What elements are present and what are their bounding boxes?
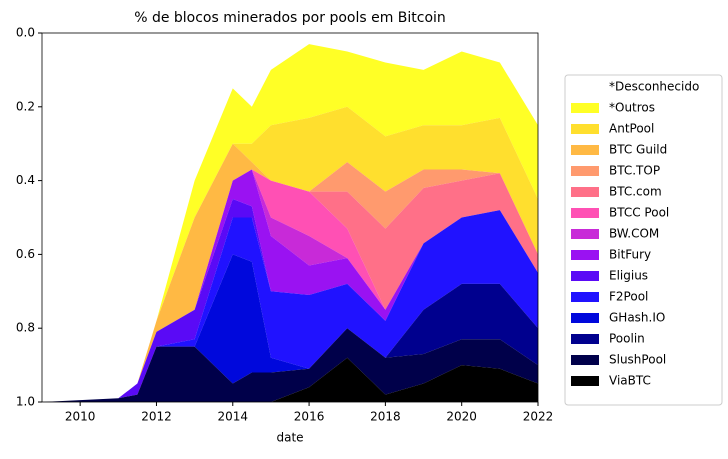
legend-label: BTC Guild (609, 143, 667, 157)
legend-label: BTCC Pool (609, 206, 669, 220)
legend-swatch (571, 334, 599, 344)
legend-label: GHash.IO (609, 311, 665, 325)
legend-swatch (571, 229, 599, 239)
legend-swatch (571, 187, 599, 197)
y-tick-label: 1.0 (16, 395, 35, 409)
area (42, 357, 538, 402)
y-tick-label: 0.4 (16, 173, 35, 187)
area (42, 33, 538, 402)
legend-label: SlushPool (609, 353, 666, 367)
area (42, 106, 538, 403)
x-axis-label: date (276, 431, 303, 445)
legend-label: Poolin (609, 332, 645, 346)
legend-box (564, 74, 723, 406)
legend-swatch (571, 208, 599, 218)
legend-swatch (571, 124, 599, 134)
area (42, 328, 538, 402)
y-tick-label: 0.0 (16, 26, 35, 40)
x-tick-label: 2016 (294, 410, 325, 424)
legend-swatch (571, 250, 599, 260)
area (42, 169, 538, 402)
area (42, 44, 538, 402)
legend-label: F2Pool (609, 290, 648, 304)
area (42, 169, 538, 402)
legend-label: Eligius (609, 269, 648, 283)
legend-label: BTC.TOP (609, 164, 660, 178)
legend-label: BW.COM (609, 227, 659, 241)
x-tick-label: 2018 (370, 410, 401, 424)
legend-label: BitFury (609, 248, 651, 262)
x-tick-label: 2022 (523, 410, 554, 424)
legend-label: ViaBTC (609, 374, 651, 388)
legend-swatch (571, 271, 599, 281)
x-tick-label: 2020 (446, 410, 477, 424)
legend-swatch (571, 313, 599, 323)
legend-swatch (571, 166, 599, 176)
legend-label: *Desconhecido (609, 80, 699, 94)
x-tick-label: 2012 (141, 410, 172, 424)
x-tick-label: 2014 (217, 410, 248, 424)
legend-swatch (571, 292, 599, 302)
legend-swatch (571, 103, 599, 113)
chart-title: % de blocos minerados por pools em Bitco… (134, 10, 446, 26)
y-tick-label: 0.2 (16, 99, 35, 113)
plot-frame (41, 32, 539, 403)
legend-swatch (571, 376, 599, 386)
legend-swatch (571, 82, 599, 92)
legend-swatch (571, 355, 599, 365)
x-tick-label: 2010 (65, 410, 96, 424)
area (42, 210, 538, 402)
legend-label: *Outros (609, 101, 655, 115)
legend-label: AntPool (609, 122, 654, 136)
y-tick-label: 0.6 (16, 247, 35, 261)
legend-swatch (571, 145, 599, 155)
legend-label: BTC.com (609, 185, 662, 199)
area (42, 283, 538, 402)
area (42, 169, 538, 402)
y-tick-label: 0.8 (16, 321, 35, 335)
